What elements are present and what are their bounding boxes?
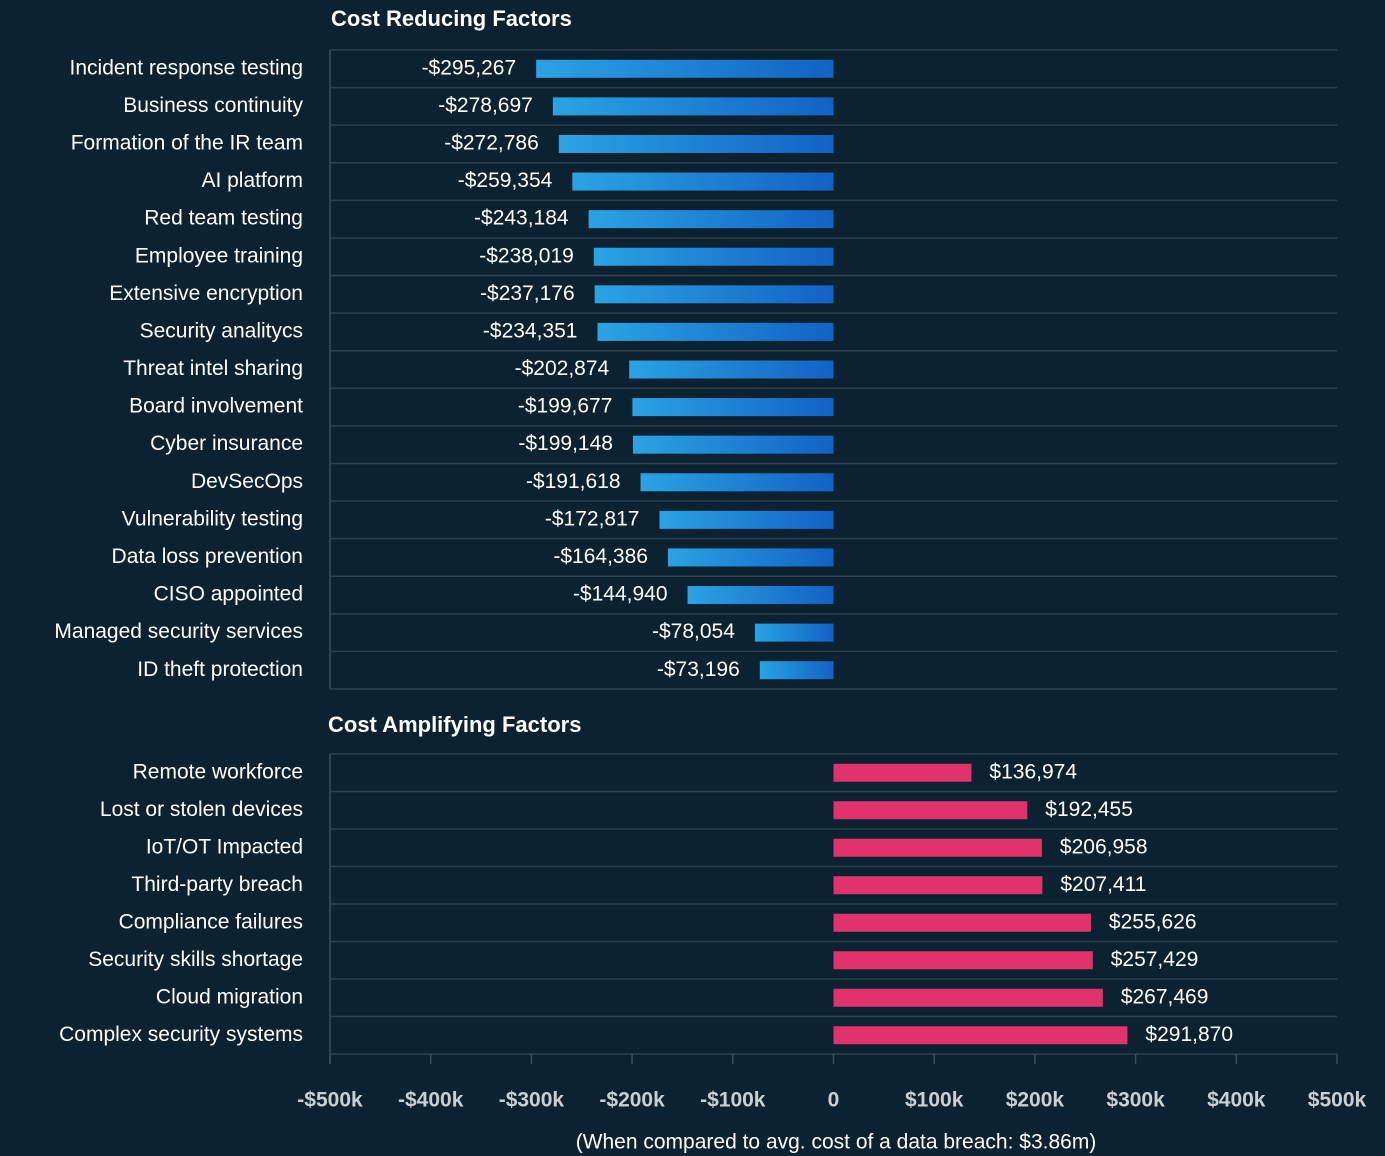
value-label: -$144,940 bbox=[573, 583, 668, 606]
value-label: -$78,054 bbox=[652, 620, 735, 643]
x-axis-label: (When compared to avg. cost of a data br… bbox=[576, 1131, 1097, 1154]
category-label: Red team testing bbox=[144, 207, 303, 230]
value-label: -$199,148 bbox=[518, 432, 613, 455]
bar bbox=[687, 586, 834, 605]
value-label: -$164,386 bbox=[553, 545, 648, 568]
value-label: -$259,354 bbox=[458, 169, 553, 192]
category-label: Managed security services bbox=[54, 620, 303, 643]
value-label: -$73,196 bbox=[657, 658, 740, 681]
category-label: Remote workforce bbox=[133, 760, 303, 783]
bar bbox=[594, 285, 834, 304]
category-label: Incident response testing bbox=[70, 56, 303, 79]
bar bbox=[833, 801, 1028, 820]
x-tick-label: $300k bbox=[1106, 1089, 1165, 1112]
panel-title: Cost Amplifying Factors bbox=[328, 712, 581, 737]
category-label: Third-party breach bbox=[131, 873, 303, 896]
bar bbox=[833, 913, 1091, 932]
category-label: Cloud migration bbox=[156, 985, 303, 1008]
value-label: $207,411 bbox=[1060, 873, 1146, 896]
x-tick-label: $100k bbox=[905, 1089, 964, 1112]
value-label: -$278,697 bbox=[438, 94, 533, 117]
category-label: IoT/OT Impacted bbox=[146, 835, 303, 858]
category-label: Data loss prevention bbox=[112, 545, 303, 568]
bar bbox=[659, 510, 834, 529]
bar bbox=[833, 1026, 1128, 1045]
x-tick-label: 0 bbox=[828, 1089, 840, 1112]
bar bbox=[572, 172, 834, 191]
value-label: $291,870 bbox=[1145, 1023, 1233, 1046]
value-label: -$295,267 bbox=[422, 56, 517, 79]
value-label: -$238,019 bbox=[479, 244, 574, 267]
value-label: -$191,618 bbox=[526, 470, 621, 493]
category-label: Vulnerability testing bbox=[122, 507, 303, 530]
value-label: $257,429 bbox=[1111, 948, 1199, 971]
x-tick-label: -$500k bbox=[297, 1089, 363, 1112]
value-label: -$243,184 bbox=[474, 207, 569, 230]
category-label: Business continuity bbox=[123, 94, 303, 117]
category-label: DevSecOps bbox=[191, 470, 303, 493]
category-label: Compliance failures bbox=[119, 910, 303, 933]
bar bbox=[593, 247, 834, 266]
value-label: -$237,176 bbox=[480, 282, 575, 305]
bar bbox=[640, 473, 834, 492]
bar bbox=[536, 59, 834, 78]
value-label: $206,958 bbox=[1060, 835, 1148, 858]
bar bbox=[833, 876, 1043, 895]
category-label: Cyber insurance bbox=[150, 432, 303, 455]
value-label: -$272,786 bbox=[444, 132, 539, 155]
bar bbox=[667, 548, 834, 567]
value-label: -$199,677 bbox=[518, 395, 613, 418]
bar bbox=[759, 661, 834, 680]
x-tick-label: -$400k bbox=[398, 1089, 464, 1112]
category-label: Lost or stolen devices bbox=[100, 798, 303, 821]
category-label: CISO appointed bbox=[154, 583, 303, 606]
category-label: AI platform bbox=[201, 169, 303, 192]
bar bbox=[833, 951, 1093, 970]
bar bbox=[833, 763, 972, 782]
bar bbox=[597, 322, 834, 341]
x-tick-label: -$100k bbox=[700, 1089, 766, 1112]
value-label: $136,974 bbox=[989, 760, 1077, 783]
bar bbox=[833, 988, 1103, 1007]
category-label: Threat intel sharing bbox=[123, 357, 303, 380]
value-label: $192,455 bbox=[1045, 798, 1133, 821]
bar bbox=[632, 398, 834, 417]
category-label: Formation of the IR team bbox=[71, 132, 303, 155]
value-label: $255,626 bbox=[1109, 910, 1197, 933]
bar bbox=[629, 360, 834, 379]
x-tick-label: $400k bbox=[1207, 1089, 1266, 1112]
panel-title: Cost Reducing Factors bbox=[331, 6, 572, 31]
category-label: Extensive encryption bbox=[109, 282, 303, 305]
category-label: ID theft protection bbox=[137, 658, 303, 681]
category-label: Security skills shortage bbox=[88, 948, 303, 971]
value-label: -$234,351 bbox=[483, 319, 578, 342]
category-label: Board involvement bbox=[129, 395, 303, 418]
category-label: Security analitycs bbox=[140, 319, 303, 342]
bar bbox=[754, 623, 834, 642]
value-label: -$202,874 bbox=[515, 357, 610, 380]
x-tick-label: -$200k bbox=[599, 1089, 665, 1112]
bar bbox=[632, 435, 834, 454]
value-label: $267,469 bbox=[1121, 985, 1209, 1008]
bar bbox=[833, 838, 1042, 857]
x-tick-label: $200k bbox=[1006, 1089, 1065, 1112]
bar bbox=[552, 97, 834, 116]
x-tick-label: -$300k bbox=[499, 1089, 565, 1112]
category-label: Complex security systems bbox=[59, 1023, 303, 1046]
category-label: Employee training bbox=[135, 244, 303, 267]
x-tick-label: $500k bbox=[1308, 1089, 1367, 1112]
bar bbox=[558, 134, 834, 153]
bar bbox=[588, 210, 834, 229]
value-label: -$172,817 bbox=[545, 507, 640, 530]
